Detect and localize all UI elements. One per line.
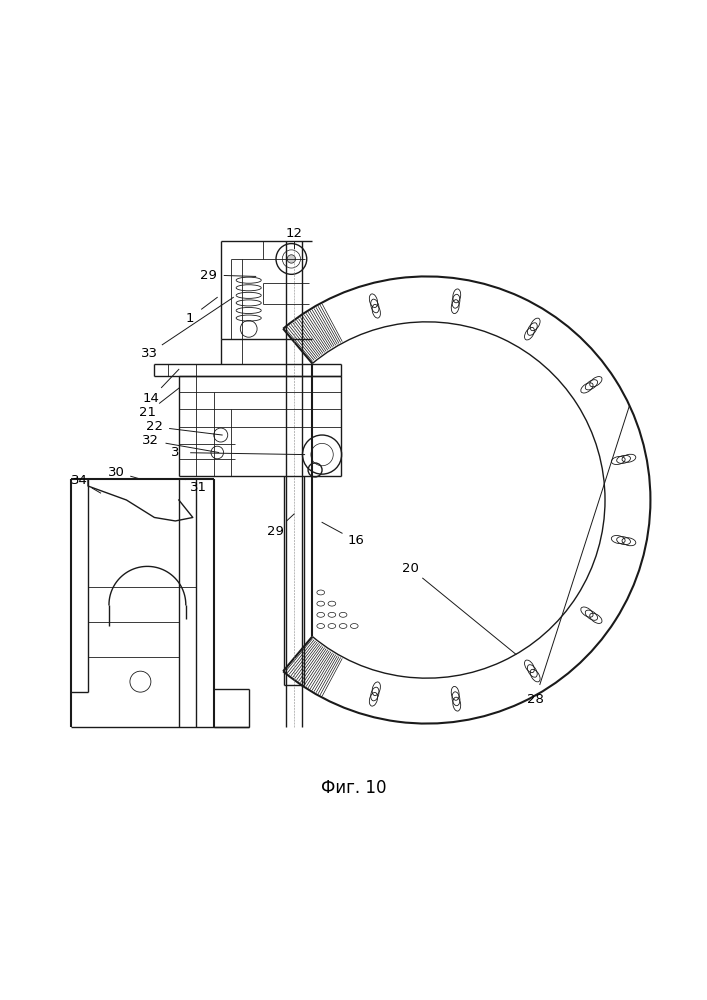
Circle shape [287,255,296,263]
Text: 16: 16 [347,534,364,547]
Text: 14: 14 [142,392,159,405]
Text: 32: 32 [142,434,159,447]
Text: 28: 28 [527,693,544,706]
Text: 34: 34 [71,474,88,487]
Text: 21: 21 [139,406,156,419]
Text: 3: 3 [171,446,180,459]
Text: 30: 30 [107,466,124,479]
Text: 22: 22 [146,420,163,433]
Text: 29: 29 [267,525,284,538]
Text: 31: 31 [190,481,207,494]
Text: 29: 29 [201,269,217,282]
Text: 20: 20 [402,562,419,575]
Text: 1: 1 [185,312,194,325]
Text: 33: 33 [141,347,158,360]
Text: 12: 12 [286,227,303,240]
Text: Фиг. 10: Фиг. 10 [321,779,386,797]
